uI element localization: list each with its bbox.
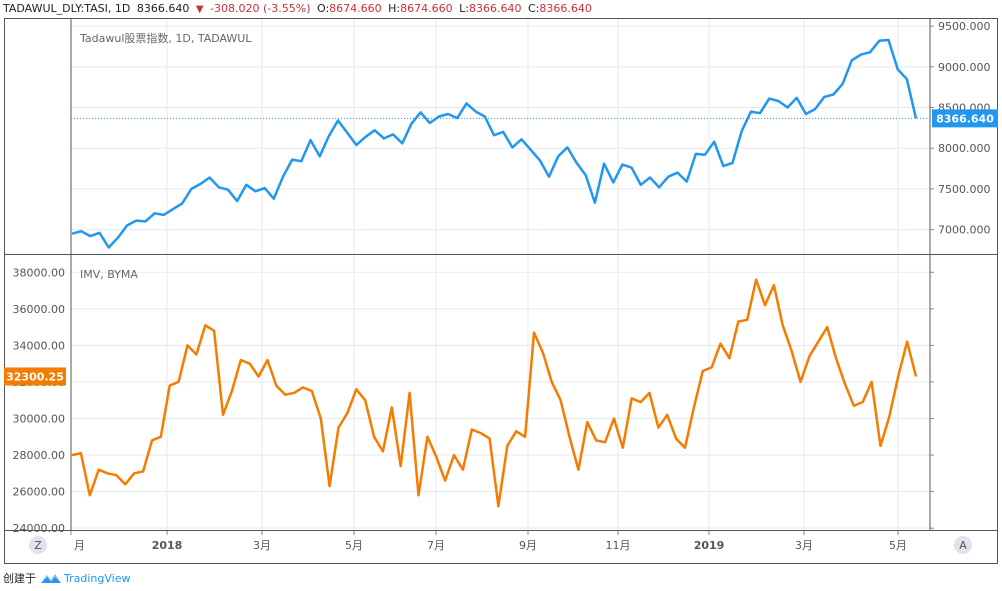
pane-legends: Tadawul股票指数, 1D, TADAWUL IMV, BYMA xyxy=(79,31,252,281)
x-tick-label: 7月 xyxy=(427,539,445,552)
y-tick-label: 7500.000 xyxy=(938,183,991,196)
created-with-label: 创建于 xyxy=(3,572,36,585)
y-tick-label: 30000.00 xyxy=(13,413,66,426)
open-label: O: xyxy=(316,2,330,15)
time-axis: 月 2018 3月 5月 7月 9月 11月 2019 3月 5月 xyxy=(70,531,907,552)
outer-frame xyxy=(4,18,998,564)
last-value-badge xyxy=(4,367,66,386)
y-tick-label: 26000.00 xyxy=(13,486,66,499)
y-tick-label: 38000.00 xyxy=(13,266,66,279)
last-value-badge xyxy=(932,109,998,128)
price-axes: 9500.0009000.0008500.0008000.0007500.000… xyxy=(4,20,998,535)
tradingview-logo-icon xyxy=(41,574,61,583)
grid xyxy=(71,18,930,530)
pane-title: IMV, BYMA xyxy=(80,268,138,281)
auto-scale-label: A xyxy=(959,539,967,552)
y-tick-label: 8000.000 xyxy=(938,142,991,155)
high-label: H: xyxy=(388,2,401,15)
x-tick-label: 2019 xyxy=(694,539,725,552)
open-value: 8674.660 xyxy=(329,2,382,15)
y-tick-label: 9500.000 xyxy=(938,20,991,33)
footer: 创建于 TradingView xyxy=(3,570,130,586)
zoom-reset-label: Z xyxy=(34,539,42,552)
x-tick-label: 5月 xyxy=(889,539,907,552)
symbol-label[interactable]: TADAWUL_DLY:TASI, 1D xyxy=(3,2,131,15)
high-value: 8674.660 xyxy=(400,2,453,15)
y-tick-label: 7000.000 xyxy=(938,224,991,237)
y-tick-label: 36000.00 xyxy=(13,303,66,316)
y-tick-label: 24000.00 xyxy=(13,522,66,535)
y-tick-label: 28000.00 xyxy=(13,449,66,462)
current-price: 8366.640 xyxy=(136,2,190,15)
x-tick-label: 月 xyxy=(74,539,85,552)
tradingview-link[interactable]: TradingView xyxy=(40,572,130,585)
x-tick-label: 3月 xyxy=(795,539,813,552)
x-tick-label: 5月 xyxy=(345,539,363,552)
pane-frames xyxy=(4,18,998,564)
tasi-series-line xyxy=(71,38,918,249)
zoom-reset-button[interactable]: Z xyxy=(29,536,47,554)
chart-canvas[interactable]: 9500.0009000.0008500.0008000.0007500.000… xyxy=(0,0,1002,566)
auto-scale-button[interactable]: A xyxy=(954,536,972,554)
x-tick-label: 2018 xyxy=(152,539,183,552)
down-arrow-icon: ▼ xyxy=(195,4,204,15)
y-tick-label: 9000.000 xyxy=(938,61,991,74)
price-change: -308.020 (-3.55%) xyxy=(210,2,311,15)
imv-series-line xyxy=(71,278,918,508)
x-tick-label: 9月 xyxy=(519,539,537,552)
series-layer xyxy=(71,38,930,508)
x-tick-label: 3月 xyxy=(253,539,271,552)
chart-header: TADAWUL_DLY:TASI, 1D 8366.640 ▼ -308.020… xyxy=(3,1,595,18)
tradingview-brand-label: TradingView xyxy=(64,571,131,585)
x-tick-label: 11月 xyxy=(606,539,631,552)
low-label: L: xyxy=(459,2,469,15)
close-label: C: xyxy=(527,2,540,15)
pane-title: Tadawul股票指数, 1D, TADAWUL xyxy=(79,31,252,45)
close-value: 8366.640 xyxy=(539,2,592,15)
y-tick-label: 34000.00 xyxy=(13,339,66,352)
last-value-label: 8366.640 xyxy=(936,112,994,125)
last-value-label: 32300.25 xyxy=(6,370,64,383)
low-value: 8366.640 xyxy=(468,2,522,15)
